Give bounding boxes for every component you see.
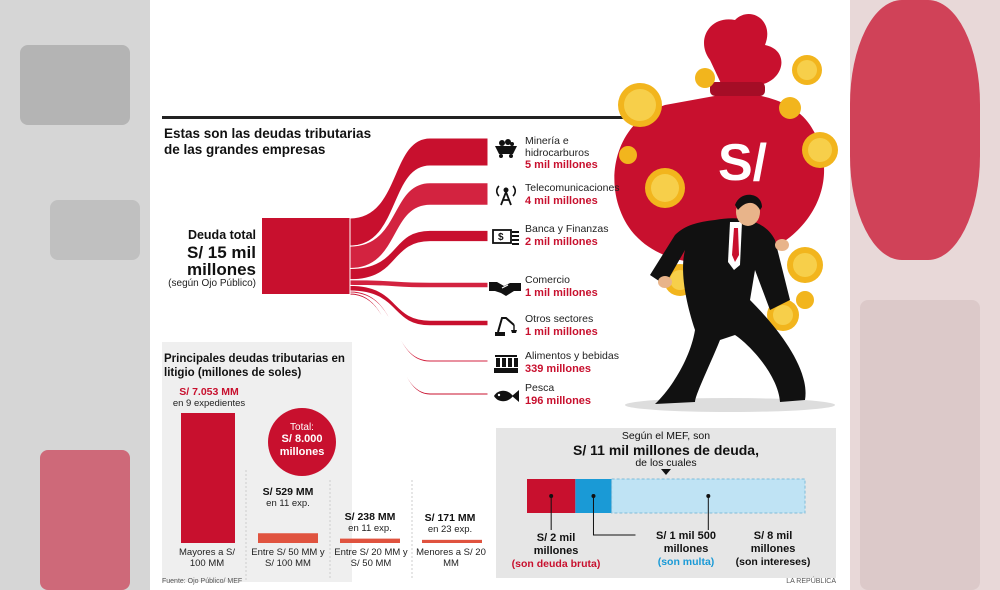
sector-value: 196 millones [525, 395, 592, 407]
segment-amount: S/ 8 mil millones [750, 530, 796, 555]
bar-count-label: en 23 exp. [427, 524, 473, 535]
background-blur-block [20, 45, 130, 125]
bar-value-label: S/ 171 MM [424, 512, 476, 524]
mef-intro: Según el MEF, son [621, 430, 711, 442]
litigation-total-label: Total: [290, 422, 314, 433]
segment-desc: (son multa) [657, 556, 715, 568]
sector-name: Minería e hidrocarburos [525, 135, 590, 159]
segment-label-multa: S/ 1 mil 500 millones (son multa) [636, 530, 736, 568]
sector-value: 339 millones [525, 363, 592, 375]
mef-subline: de los cuales [635, 457, 697, 469]
segment-desc: (son deuda bruta) [511, 558, 601, 570]
crane-icon [495, 317, 517, 336]
background-blur-block [850, 0, 980, 260]
sector-otros: Otros sectores 1 mil millones [492, 313, 642, 343]
page-title: Estas son las deudas tributarias de las … [164, 126, 372, 157]
total-debt-label: Deuda total [187, 228, 256, 242]
bar-count-label: en 11 exp. [266, 498, 310, 509]
sankey-flow [349, 284, 489, 327]
svg-text:$: $ [498, 232, 504, 243]
background-blur-block [40, 450, 130, 590]
segment-label-bruta: S/ 2 mil millones (son deuda bruta) [506, 532, 606, 570]
sector-value: 4 mil millones [525, 195, 598, 207]
mef-leader-dot [591, 494, 596, 498]
bar-count-label: en 11 exp. [348, 523, 392, 534]
background-left [0, 0, 150, 590]
moneybag-illustration: S/ [614, 14, 838, 331]
mef-leader-line [592, 496, 636, 536]
handshake-icon [489, 282, 521, 296]
sector-name: Banca y Finanzas [525, 223, 609, 235]
money-icon: $ [492, 229, 519, 245]
sector-name: Telecomunicaciones [525, 182, 620, 194]
mef-stacked-bar [527, 469, 806, 536]
bar-category-mayores: Mayores a S/ 100 MM [179, 547, 235, 569]
factory-icon [494, 355, 518, 373]
litigation-bar-chart [181, 413, 482, 580]
sankey-flow [349, 229, 489, 281]
sankey-flow [349, 182, 489, 270]
bar-category-entre50: Entre S/ 50 MM y S/ 100 MM [251, 547, 325, 569]
mef-headline: S/ 11 mil millones de deuda, [573, 442, 759, 458]
sector-name: Comercio [525, 274, 570, 286]
total-debt-value: S/ 15 mil millones [187, 243, 256, 279]
sector-value: 1 mil millones [525, 326, 598, 338]
litigation-total-value: S/ 8.000 millones [279, 433, 325, 458]
mining-cart-icon [495, 139, 517, 158]
sector-value: 1 mil millones [525, 287, 598, 299]
sector-name: Otros sectores [525, 313, 594, 325]
credit-note: LA REPÚBLICA [786, 578, 836, 585]
sector-banca: $ Banca y Finanzas 2 mil millones [492, 223, 642, 253]
infographic-card: Estas son las deudas tributarias de las … [150, 0, 850, 590]
total-debt-note: (según Ojo Público) [168, 278, 256, 289]
segment-label-intereses: S/ 8 mil millones (son intereses) [728, 530, 818, 568]
sankey-flow [349, 137, 489, 247]
background-blur-block [860, 300, 980, 590]
background-blur-block [50, 200, 140, 260]
source-note: Fuente: Ojo Público/ MEF [162, 578, 243, 585]
sankey-trunk [262, 218, 350, 294]
litigation-title: Principales deudas tributarias en litigi… [164, 353, 345, 379]
sector-value: 2 mil millones [525, 236, 598, 248]
sector-pesca: Pesca 196 millones [492, 382, 642, 412]
litigation-total-badge: Total: S/ 8.000 millones [268, 408, 336, 476]
sector-comercio: Comercio 1 mil millones [489, 274, 642, 304]
fish-icon [494, 390, 519, 402]
sector-name: Pesca [525, 382, 555, 394]
bar-label-mayores: S/ 7.053 MM en 9 expedientes [164, 386, 254, 409]
sankey-chart: S/ [262, 14, 838, 412]
sector-name: Alimentos y bebidas [525, 350, 619, 362]
bar-label-entre20: S/ 238 MM en 11 exp. [332, 511, 408, 534]
sankey-flow [349, 292, 489, 396]
litigation-bar [422, 539, 482, 543]
segment-amount: S/ 1 mil 500 millones [656, 530, 716, 555]
sector-telecom: Telecomunicaciones 4 mil millones [492, 182, 642, 212]
litigation-bar [258, 533, 318, 543]
litigation-bar [340, 538, 400, 543]
bar-category-entre20: Entre S/ 20 MM y S/ 50 MM [334, 547, 408, 569]
mef-leader-dot [549, 494, 554, 498]
sector-value: 5 mil millones [525, 159, 598, 171]
litigation-bar [181, 413, 235, 543]
antenna-icon [495, 185, 517, 206]
bar-label-entre50: S/ 529 MM en 11 exp. [250, 486, 326, 509]
mef-leader-dot [706, 494, 711, 498]
sector-alimentos: Alimentos y bebidas 339 millones [492, 350, 642, 380]
businessman-illustration [625, 194, 835, 412]
bar-label-menores: S/ 171 MM en 23 exp. [412, 512, 488, 535]
bag-symbol: S/ [718, 134, 767, 192]
background-right [850, 0, 1000, 590]
sankey-flow [349, 279, 489, 289]
bar-value-label: S/ 529 MM [262, 486, 314, 498]
segment-amount: S/ 2 mil millones [533, 532, 579, 557]
bar-value-label: S/ 238 MM [344, 511, 396, 523]
bar-category-menores: Menores a S/ 20 MM [416, 547, 486, 569]
bar-value-label: S/ 7.053 MM [179, 386, 239, 398]
segment-desc: (son intereses) [735, 556, 811, 568]
title-rule [162, 116, 642, 119]
sankey-flow [349, 290, 489, 363]
sector-mineria: Minería e hidrocarburos 5 mil millones [492, 135, 642, 171]
bar-count-label: en 9 expedientes [172, 398, 246, 409]
